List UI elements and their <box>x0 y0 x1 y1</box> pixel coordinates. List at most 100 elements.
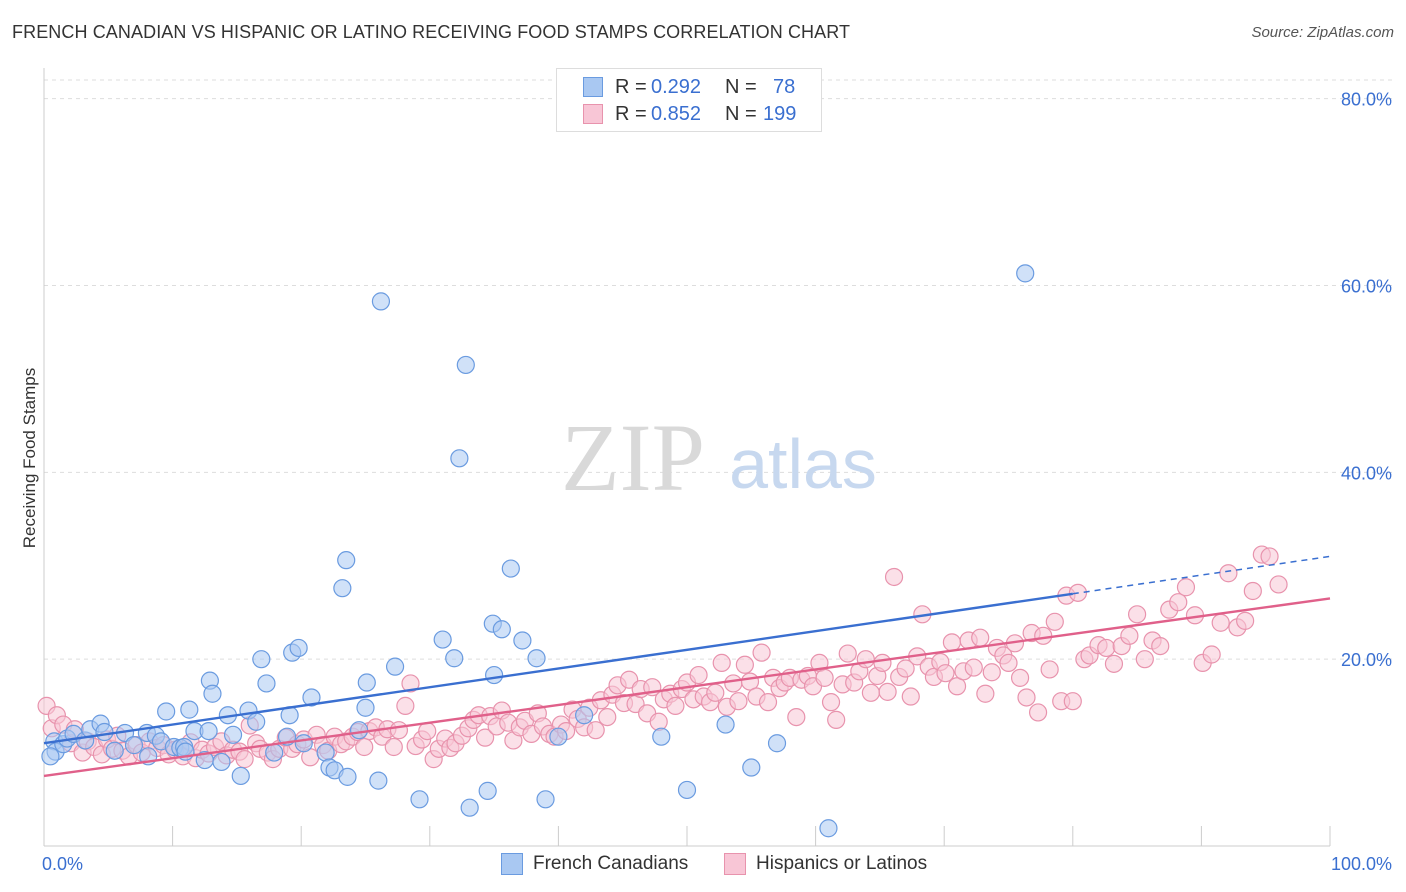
legend-r-label: R = <box>615 103 647 125</box>
french-canadian-point <box>677 780 697 800</box>
hispanic-point <box>827 710 846 729</box>
x-tick-label: 100.0% <box>1331 854 1392 874</box>
french-canadian-point <box>203 684 222 703</box>
french-canadian-point <box>257 674 276 693</box>
french-canadian-point <box>767 734 787 753</box>
tick-labels: 20.0% 40.0% 60.0% 80.0% 0.0% 100.0% <box>42 90 1392 874</box>
y-tick-label: 40.0% <box>1341 463 1392 483</box>
hispanic-point <box>1017 688 1036 707</box>
hispanic-point <box>689 665 708 685</box>
legend-n-value: 78 <box>773 76 796 98</box>
legend-r-label: R = <box>615 76 647 98</box>
legend-swatch-pink <box>583 104 603 124</box>
french-canadian-point <box>223 725 243 744</box>
french-canadian-point <box>356 698 375 717</box>
bottom-legend-label: French Canadians <box>533 853 689 874</box>
french-canadian-trend-line <box>43 592 1073 745</box>
french-canadian-point <box>294 734 313 753</box>
french-canadian-point <box>456 355 475 375</box>
hispanic-point <box>884 567 904 587</box>
legend-r-value: 0.852 <box>651 103 702 125</box>
hispanic-point <box>235 750 254 769</box>
french-canadian-point <box>338 767 357 786</box>
hispanic-point <box>1028 703 1048 722</box>
french-canadian-point <box>316 743 335 762</box>
trend-lines <box>43 555 1331 778</box>
french-canadian-point <box>652 727 671 746</box>
hispanic-point <box>787 707 806 727</box>
french-canadian-points <box>41 264 1035 838</box>
french-canadian-point <box>212 752 231 772</box>
french-canadian-point <box>716 715 735 734</box>
french-canadian-point <box>501 559 520 578</box>
hispanic-point <box>355 737 374 757</box>
hispanic-point <box>1104 654 1124 673</box>
french-canadian-point <box>371 292 391 311</box>
french-canadian-point <box>369 771 388 790</box>
french-canadian-point <box>357 673 376 692</box>
french-canadian-point <box>536 790 555 809</box>
hispanic-point <box>1040 660 1059 679</box>
hispanic-point <box>901 687 920 706</box>
hispanic-point <box>942 633 962 652</box>
hispanic-point <box>896 659 915 678</box>
hispanic-point <box>396 696 415 715</box>
french-canadian-point <box>157 702 176 721</box>
french-canadian-point <box>265 743 284 762</box>
french-canadian-trend-extension <box>1072 555 1331 595</box>
french-canadian-point <box>513 631 532 650</box>
hispanic-point <box>401 674 420 693</box>
axes <box>43 68 1330 847</box>
watermark-atlas: atlas <box>729 425 877 503</box>
french-canadian-point <box>527 649 546 668</box>
watermark-zip: ZIP <box>561 404 705 511</box>
hispanic-point <box>1135 650 1154 669</box>
french-canadian-point <box>819 819 838 838</box>
hispanic-point <box>586 721 605 740</box>
hispanic-point <box>758 693 778 712</box>
hispanic-point <box>821 693 841 712</box>
hispanic-point <box>999 653 1018 673</box>
hispanic-point <box>649 712 668 731</box>
french-canadian-point <box>302 688 321 707</box>
french-canadian-point <box>742 758 761 777</box>
french-canadian-point <box>349 721 369 740</box>
hispanic-point <box>384 737 403 757</box>
legend-n-label: N = <box>725 76 757 98</box>
hispanic-point <box>815 668 834 687</box>
hispanic-point <box>964 658 983 677</box>
hispanic-point <box>838 644 857 663</box>
french-canadian-point <box>180 700 199 719</box>
hispanic-point <box>1127 605 1147 624</box>
french-canadian-point <box>445 649 464 668</box>
hispanic-point <box>1010 668 1030 687</box>
french-canadian-point <box>410 790 429 809</box>
hispanic-point <box>598 707 617 727</box>
french-canadian-point <box>289 638 308 658</box>
french-canadian-point <box>247 712 266 731</box>
legend-swatch-blue <box>583 77 603 97</box>
french-canadian-point <box>433 630 452 649</box>
hispanic-point <box>856 650 875 669</box>
french-canadian-point <box>124 736 144 755</box>
hispanic-point <box>1269 575 1288 594</box>
hispanic-point <box>735 655 754 674</box>
french-canadian-point <box>549 727 568 746</box>
hispanic-point <box>936 664 955 683</box>
hispanic-point <box>1169 593 1188 612</box>
watermark: ZIP atlas <box>561 404 877 511</box>
french-canadian-point <box>1016 264 1035 283</box>
hispanic-point <box>873 653 892 673</box>
french-canadian-point <box>41 747 60 766</box>
stats-legend: R = 0.292 N = 78 R = 0.852 N = 199 <box>556 68 822 132</box>
y-tick-label: 60.0% <box>1341 277 1392 297</box>
french-canadian-point <box>105 741 124 760</box>
hispanic-point <box>666 696 685 715</box>
french-canadian-point <box>95 722 114 742</box>
hispanic-point <box>947 677 967 696</box>
hispanic-point <box>1045 612 1064 631</box>
french-canadian-point <box>337 551 356 570</box>
french-canadian-point <box>575 706 594 725</box>
hispanic-point <box>982 663 1001 682</box>
